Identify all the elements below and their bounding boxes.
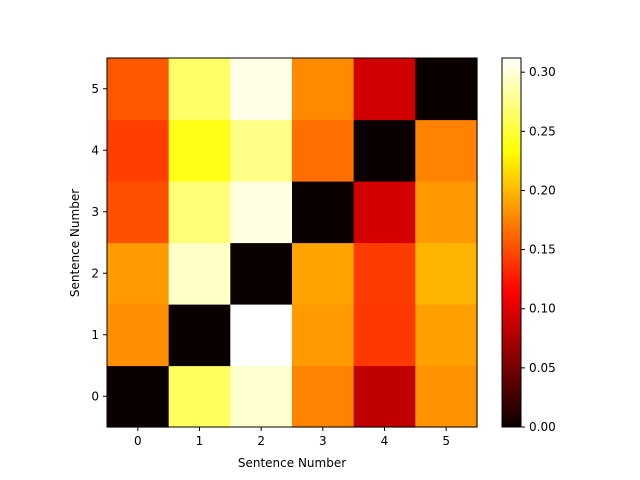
heatmap-cell-4-0 [107, 119, 170, 182]
heatmap-cell-1-4 [353, 304, 416, 367]
y-tick-label: 5 [91, 82, 99, 96]
heatmap-cell-0-3 [292, 365, 355, 428]
heatmap-cell-1-0 [107, 304, 170, 367]
y-axis-label: Sentence Number [68, 189, 82, 297]
colorbar-tick-label: 0.15 [529, 243, 556, 257]
heatmap-cell-2-1 [168, 242, 231, 305]
y-tick-label: 1 [91, 328, 99, 342]
heatmap-cell-2-4 [353, 242, 416, 305]
heatmap-cell-4-3 [292, 119, 355, 182]
heatmap-cell-3-3 [292, 181, 355, 244]
heatmap-cells [107, 58, 478, 428]
heatmap-cell-3-4 [353, 181, 416, 244]
heatmap-cell-4-4 [353, 119, 416, 182]
heatmap-cell-5-5 [415, 58, 478, 121]
heatmap-cell-3-2 [230, 181, 293, 244]
x-axis-ticks: 0 1 2 3 4 5 [134, 427, 450, 448]
colorbar-ticks: 0.00 0.05 0.10 0.15 0.20 0.25 0.30 [521, 65, 556, 434]
colorbar-tick-label: 0.20 [529, 183, 556, 197]
heatmap-cell-0-2 [230, 365, 293, 428]
x-axis-label: Sentence Number [238, 456, 346, 470]
heatmap-cell-5-1 [168, 58, 231, 121]
y-axis-ticks: 0 1 2 3 4 5 [91, 82, 107, 403]
plot-frame [106, 57, 478, 428]
x-tick-label: 4 [381, 434, 389, 448]
x-tick-label: 2 [257, 434, 265, 448]
colorbar [501, 57, 522, 428]
heatmap-cell-2-3 [292, 242, 355, 305]
y-tick-label: 4 [91, 143, 99, 157]
y-tick-label: 0 [91, 389, 99, 403]
heatmap-cell-3-1 [168, 181, 231, 244]
colorbar-tick-label: 0.25 [529, 124, 556, 138]
y-tick-label: 3 [91, 205, 99, 219]
heatmap-cell-5-2 [230, 58, 293, 121]
heatmap-cell-0-5 [415, 365, 478, 428]
heatmap-cell-4-2 [230, 119, 293, 182]
heatmap-cell-5-4 [353, 58, 416, 121]
x-tick-label: 1 [196, 434, 204, 448]
heatmap-cell-1-1 [168, 304, 231, 367]
heatmap-cell-4-5 [415, 119, 478, 182]
heatmap-cell-0-0 [107, 365, 170, 428]
heatmap-cell-2-2 [230, 242, 293, 305]
colorbar-tick-label: 0.05 [529, 361, 556, 375]
x-tick-label: 3 [319, 434, 327, 448]
heatmap-cell-1-2 [230, 304, 293, 367]
heatmap-cell-0-1 [168, 365, 231, 428]
heatmap-cell-0-4 [353, 365, 416, 428]
heatmap-cell-1-3 [292, 304, 355, 367]
heatmap-cell-1-5 [415, 304, 478, 367]
heatmap-cell-5-3 [292, 58, 355, 121]
heatmap-cell-5-0 [107, 58, 170, 121]
colorbar-tick-label: 0.00 [529, 420, 556, 434]
x-tick-label: 5 [442, 434, 450, 448]
y-tick-label: 2 [91, 266, 99, 280]
heatmap-cell-2-0 [107, 242, 170, 305]
heatmap-cell-3-0 [107, 181, 170, 244]
colorbar-tick-label: 0.10 [529, 302, 556, 316]
x-tick-label: 0 [134, 434, 142, 448]
heatmap-cell-4-1 [168, 119, 231, 182]
colorbar-tick-label: 0.30 [529, 65, 556, 79]
heatmap-cell-2-5 [415, 242, 478, 305]
heatmap-cell-3-5 [415, 181, 478, 244]
